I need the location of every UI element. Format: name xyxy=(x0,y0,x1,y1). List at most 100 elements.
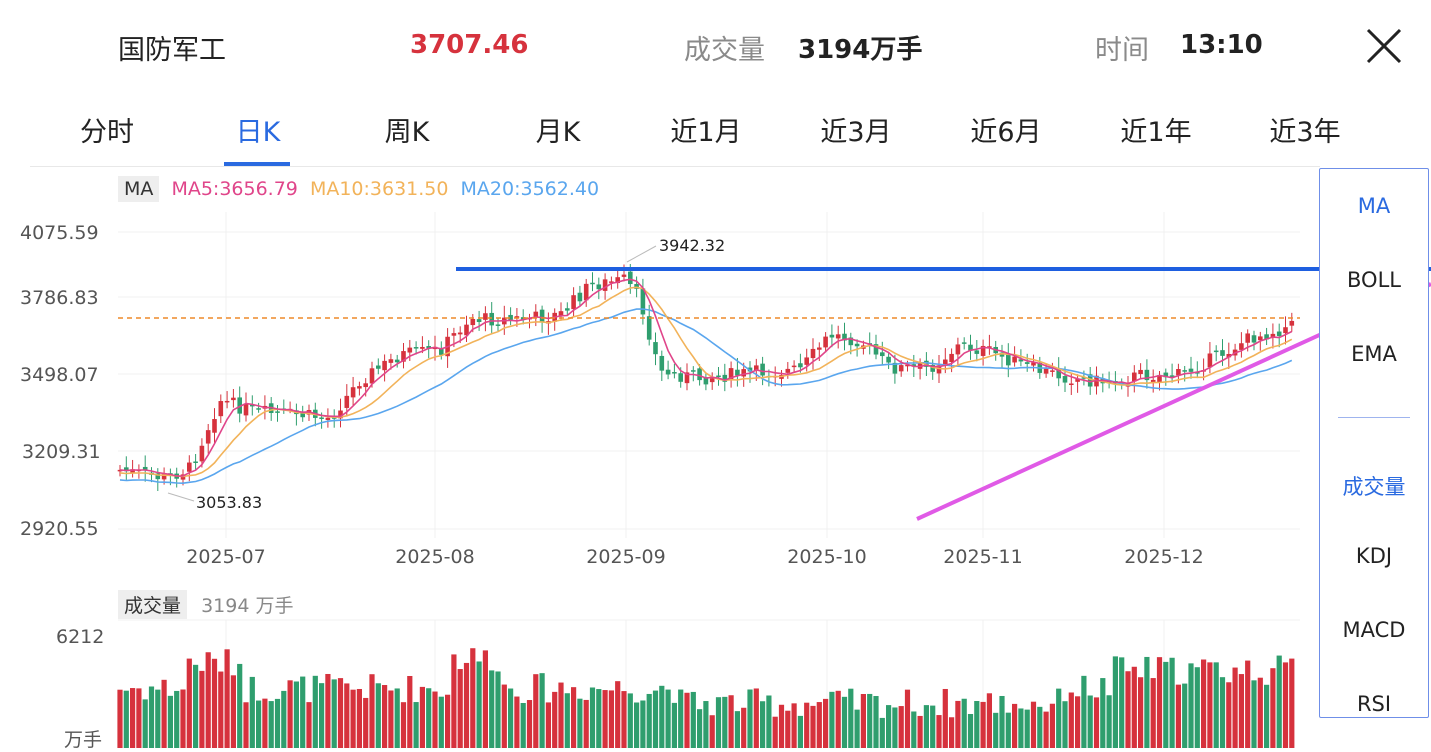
volume-bar xyxy=(526,700,533,748)
volume-bar xyxy=(898,706,904,748)
volume-bar xyxy=(514,696,520,748)
volume-bar xyxy=(508,688,514,748)
candle-body xyxy=(558,311,564,316)
volume-bar xyxy=(1201,659,1207,748)
candle-body xyxy=(829,334,835,338)
volume-bar xyxy=(1251,680,1257,748)
volume-bar xyxy=(1238,674,1244,748)
candle-body xyxy=(1056,369,1061,379)
volume-bar xyxy=(123,690,129,748)
indicator-macd[interactable]: MACD xyxy=(1342,618,1406,642)
volume-bar xyxy=(262,698,268,748)
volume-bar xyxy=(400,702,407,748)
candle-body xyxy=(1283,327,1288,334)
volume-bar xyxy=(520,702,526,748)
volume-bar xyxy=(312,675,318,748)
volume-bar xyxy=(1125,671,1131,748)
volume-bar xyxy=(445,694,451,748)
volume-bar xyxy=(1245,660,1251,748)
x-axis-label: 2025-10 xyxy=(787,546,867,568)
tab-1-month[interactable]: 近1月 xyxy=(670,117,742,148)
volume-bar xyxy=(130,688,136,748)
candle-body xyxy=(319,417,324,419)
x-axis-label: 2025-12 xyxy=(1124,546,1204,568)
candle-body xyxy=(420,346,425,349)
candle-body xyxy=(1195,372,1200,374)
tab-1-year[interactable]: 近1年 xyxy=(1120,117,1192,148)
volume-bar xyxy=(1056,688,1062,748)
indicator-ma[interactable]: MA xyxy=(1357,194,1391,218)
volume-bar xyxy=(230,675,236,748)
volume-bar xyxy=(1106,695,1112,748)
tab-timeshare[interactable]: 分时 xyxy=(80,117,134,148)
volume-bar xyxy=(697,709,703,748)
candle-body xyxy=(1176,368,1181,376)
volume-bar xyxy=(1232,667,1238,748)
ma-tag[interactable]: MA xyxy=(118,176,160,202)
volume-bar xyxy=(665,689,671,748)
volume-bar xyxy=(155,689,161,748)
volume-bar xyxy=(640,700,646,748)
volume-axis-unit: 万手 xyxy=(64,729,103,751)
volume-tag[interactable]: 成交量 xyxy=(118,590,188,619)
candle-body xyxy=(464,324,469,336)
volume-bar xyxy=(904,689,911,748)
volume-bar xyxy=(608,690,614,748)
candle-body xyxy=(785,368,791,373)
tab-daily-k[interactable]: 日K xyxy=(235,117,281,148)
candle-body xyxy=(590,282,595,285)
volume-bar xyxy=(1119,657,1125,748)
volume-bar xyxy=(766,695,772,748)
candle-body xyxy=(1062,376,1068,383)
indicator-rsi[interactable]: RSI xyxy=(1356,692,1392,716)
volume-bar xyxy=(1018,708,1024,748)
candle-body xyxy=(665,369,671,375)
volume-bar xyxy=(974,701,980,748)
volume-bar xyxy=(741,707,747,748)
candle-body xyxy=(1157,375,1162,383)
volume-bar xyxy=(810,705,816,748)
volume-bar xyxy=(306,702,312,748)
volume-bar xyxy=(1093,697,1100,748)
candle-body xyxy=(1024,362,1030,364)
candle-body xyxy=(1258,336,1263,341)
candle-body xyxy=(835,334,841,339)
indicator-kdj[interactable]: KDJ xyxy=(1355,544,1393,568)
current-price: 3707.46 xyxy=(410,30,529,60)
tab-3-years[interactable]: 近3年 xyxy=(1269,117,1341,148)
ma5-line xyxy=(119,278,1293,477)
volume-bars xyxy=(117,648,1295,748)
volume-label: 成交量 xyxy=(684,35,765,66)
tab-3-months[interactable]: 近3月 xyxy=(820,117,892,148)
indicator-boll[interactable]: BOLL xyxy=(1347,268,1401,292)
candle-body xyxy=(609,281,614,283)
tab-monthly-k[interactable]: 月K xyxy=(535,117,581,148)
volume-bar xyxy=(1150,678,1156,748)
candle-body xyxy=(124,467,129,472)
candle-body xyxy=(426,346,431,349)
tab-weekly-k[interactable]: 周K xyxy=(384,117,430,148)
volume-bar xyxy=(388,690,394,748)
candle-body xyxy=(968,344,973,351)
candle-body xyxy=(873,344,879,355)
candle-body xyxy=(653,342,658,355)
indicator-ema[interactable]: EMA xyxy=(1351,342,1397,366)
candle-body xyxy=(495,324,501,326)
candle-body xyxy=(672,372,677,374)
candle-body xyxy=(275,411,280,413)
volume-bar xyxy=(142,699,148,748)
volume-bar xyxy=(1257,677,1263,748)
volume-bar xyxy=(1144,656,1150,748)
candle-body xyxy=(1138,369,1143,375)
candle-body xyxy=(376,365,381,369)
volume-bar xyxy=(589,687,596,748)
volume-bar xyxy=(174,690,180,748)
candle-body xyxy=(256,408,261,410)
volume-bar xyxy=(407,675,413,748)
tab-6-months[interactable]: 近6月 xyxy=(970,117,1042,148)
indicator-volume[interactable]: 成交量 xyxy=(1342,475,1406,499)
close-button[interactable] xyxy=(1364,26,1404,66)
volume-bar xyxy=(211,658,218,748)
volume-bar xyxy=(438,696,444,748)
